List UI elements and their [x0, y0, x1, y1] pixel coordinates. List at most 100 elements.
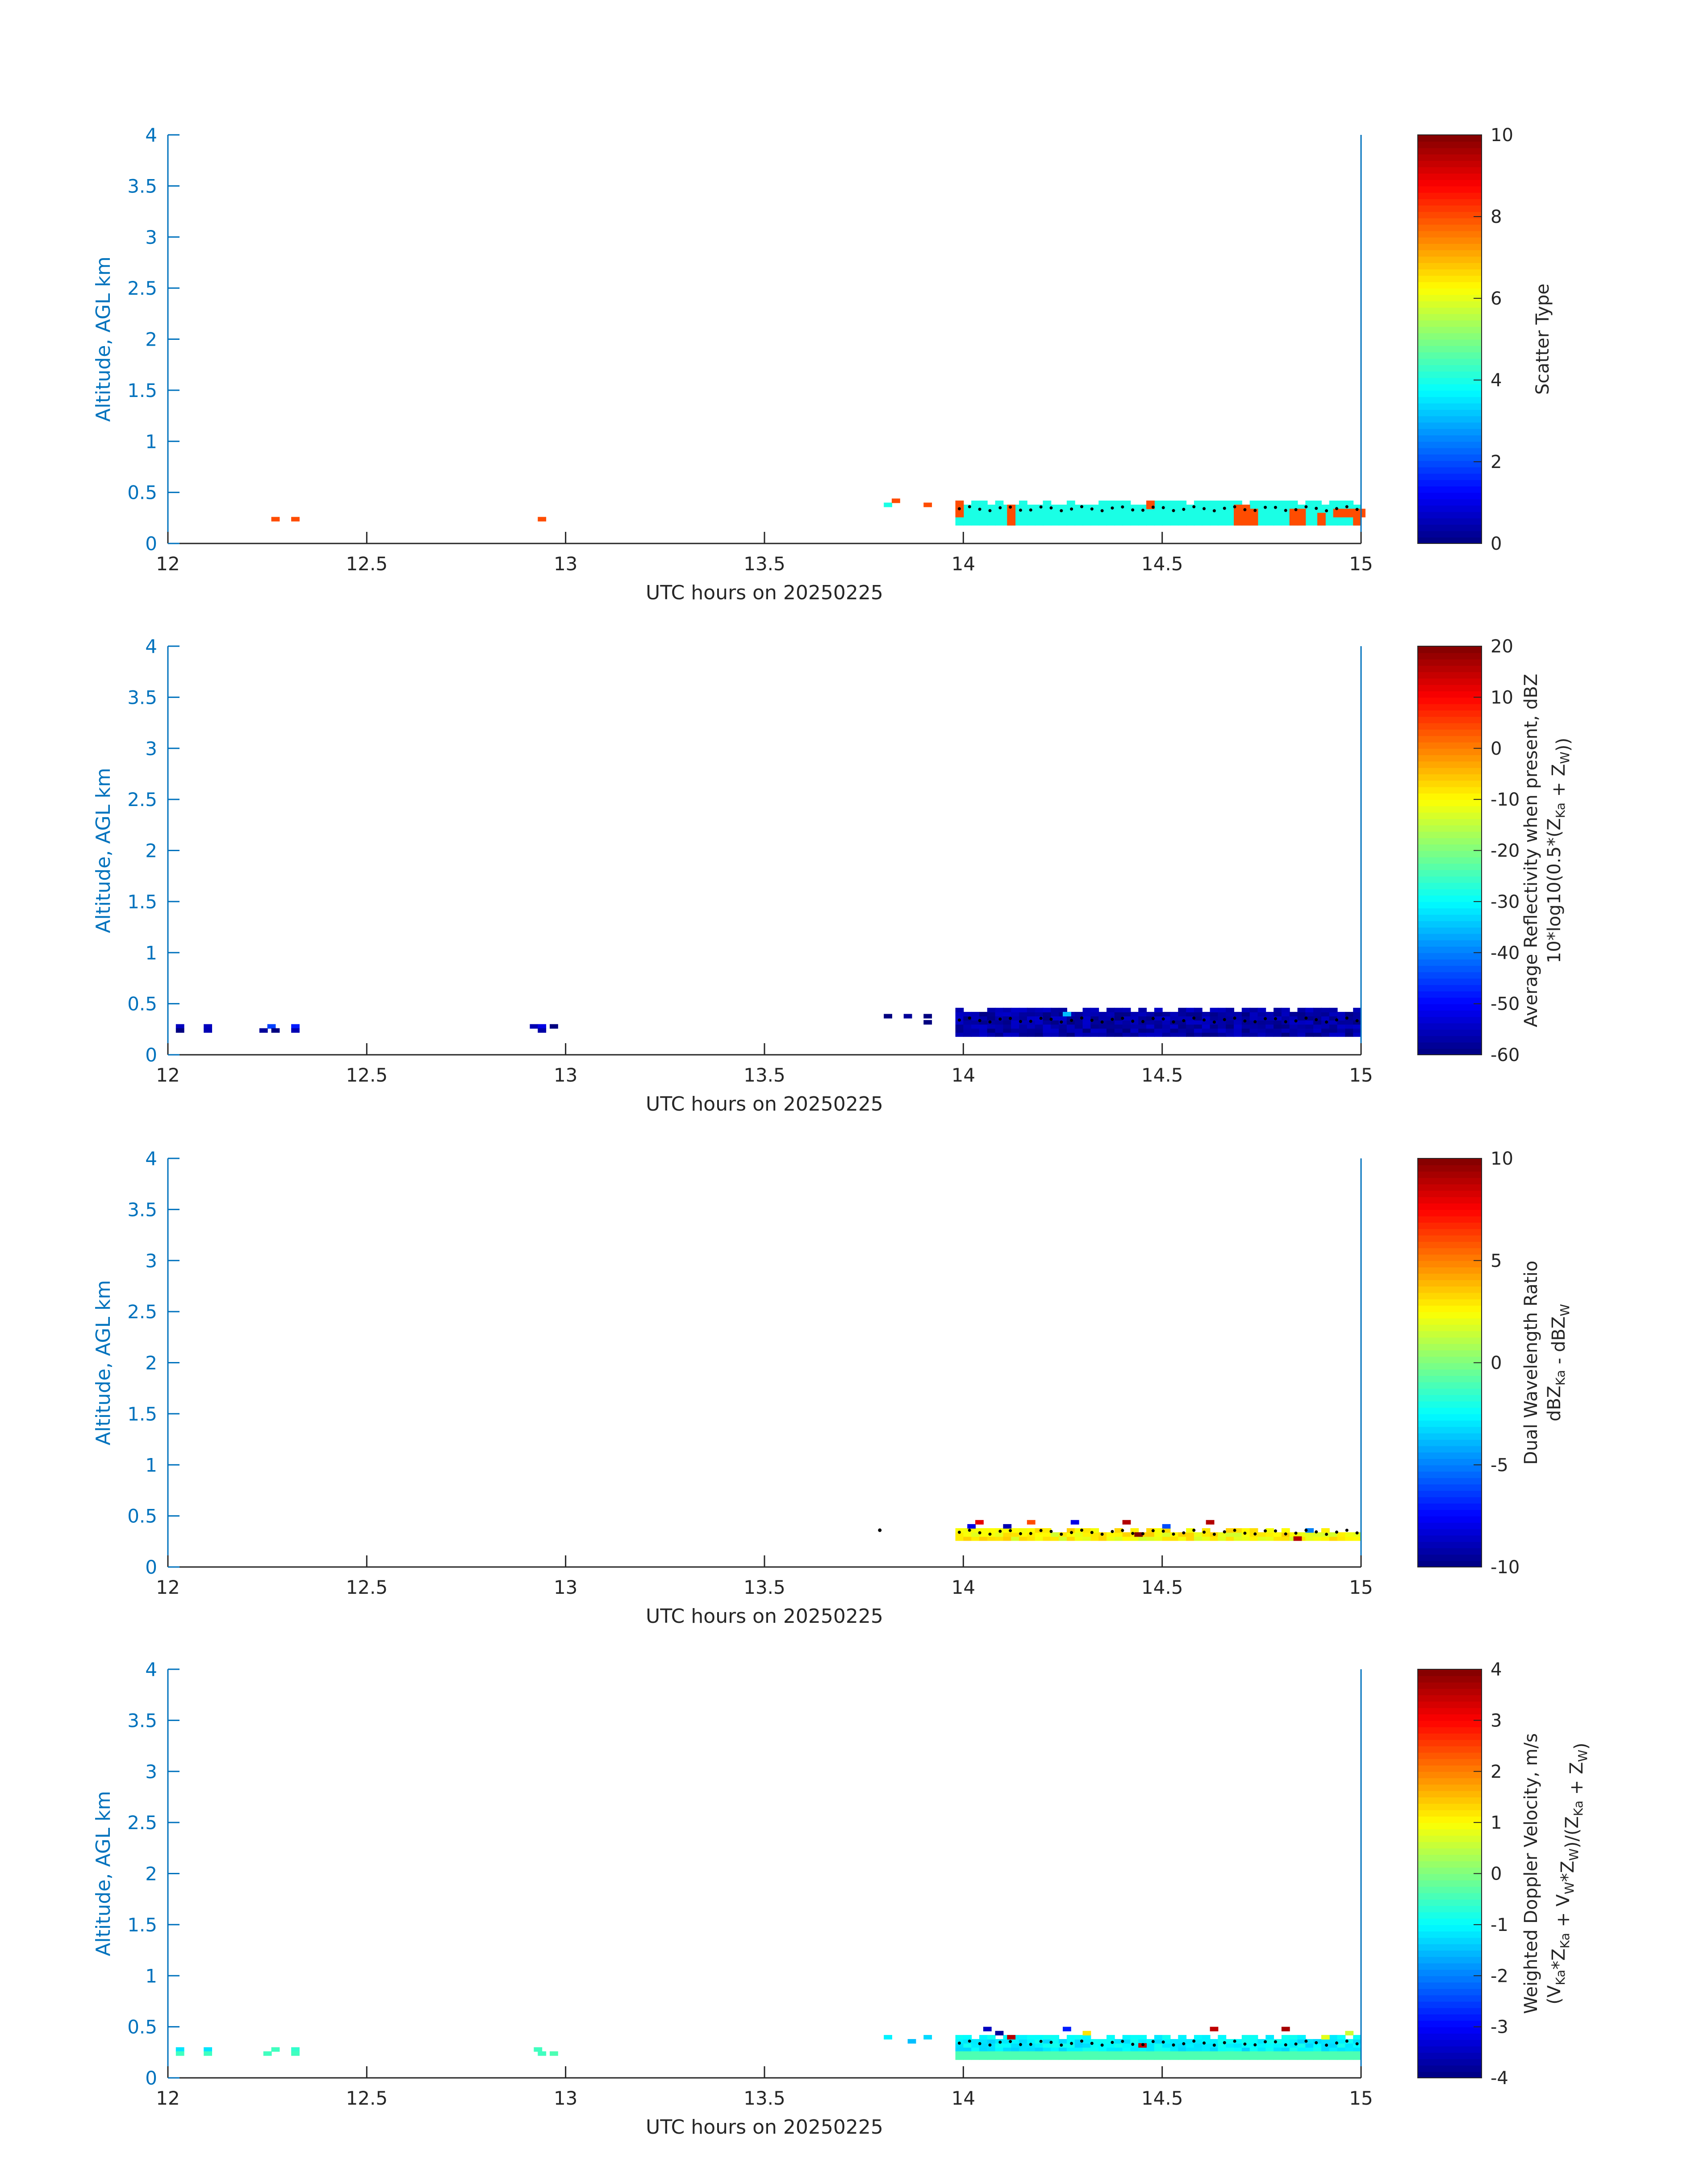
- heat-cell: [1313, 2055, 1322, 2060]
- heat-cell: [1305, 1028, 1314, 1033]
- heat-cell: [1074, 1016, 1083, 1021]
- heat-cell: [1218, 1028, 1227, 1033]
- colorbar-segment: [1418, 397, 1482, 404]
- heat-cell: [1098, 2055, 1107, 2060]
- heat-cell: [1011, 2039, 1020, 2044]
- mean-height-dot: [1223, 2041, 1226, 2044]
- colorbar-segment: [1418, 1848, 1482, 1855]
- heat-cell: [1019, 521, 1027, 526]
- heat-cell: [1106, 2051, 1115, 2056]
- heat-cell: [979, 1032, 988, 1037]
- heat-cell: [1353, 1532, 1361, 1537]
- heat-cell: [1011, 1024, 1020, 1029]
- colorbar-tick-label: -60: [1491, 1045, 1520, 1066]
- colorbar-segment: [1418, 333, 1482, 340]
- mean-height-dot: [1111, 506, 1114, 510]
- heat-cell: [1313, 505, 1322, 510]
- mean-height-dot: [1100, 2043, 1104, 2047]
- heat-cell: [1003, 2039, 1012, 2044]
- heat-cell: [1162, 2039, 1171, 2044]
- heat-cell: [1090, 517, 1099, 522]
- x-tick-label: 14.5: [1141, 1064, 1183, 1086]
- heat-cell: [1019, 1528, 1027, 1533]
- data-layer: [175, 2027, 1361, 2060]
- heat-cell: [963, 1016, 972, 1021]
- heat-cell: [963, 1024, 972, 1029]
- heat-cell: [1106, 1007, 1115, 1012]
- heat-cell: [1274, 2055, 1282, 2060]
- heat-cell: [1337, 500, 1346, 506]
- colorbar-segment: [1418, 1669, 1482, 1676]
- heat-cell: [1027, 1536, 1036, 1541]
- mean-height-dot: [1264, 2040, 1267, 2043]
- heat-cell: [1274, 2039, 1282, 2044]
- heat-cell: [1035, 2035, 1044, 2040]
- heat-cell: [1106, 517, 1115, 522]
- colorbar-segment: [1418, 780, 1482, 787]
- heat-cell: [1226, 517, 1234, 522]
- heat-cell: [1289, 517, 1298, 522]
- heat-cell: [291, 1024, 300, 1029]
- heat-cell: [1122, 1011, 1131, 1017]
- heat-cell: [1178, 2039, 1187, 2044]
- mean-height-dot: [1090, 507, 1094, 511]
- colorbar-segment: [1418, 684, 1482, 692]
- x-tick-label: 13.5: [743, 553, 785, 575]
- heat-cell: [1226, 2043, 1234, 2048]
- colorbar-segment: [1418, 1899, 1482, 1906]
- heat-cell: [1114, 1528, 1123, 1533]
- mean-height-dot: [1029, 1020, 1032, 1023]
- heat-cell: [1090, 1032, 1099, 1037]
- x-tick-label: 12: [156, 2087, 180, 2109]
- colorbar-segment: [1418, 1490, 1482, 1497]
- heat-cell: [1257, 1024, 1266, 1029]
- heat-cell: [1114, 1032, 1123, 1037]
- heat-cell: [1265, 1024, 1274, 1029]
- heat-cell: [1241, 1532, 1250, 1537]
- heat-cell: [1059, 2047, 1067, 2052]
- heat-cell: [971, 2051, 980, 2056]
- heat-cell: [1114, 517, 1123, 522]
- heat-cell: [971, 2039, 980, 2044]
- heat-cell: [1035, 505, 1044, 510]
- heat-cell: [1090, 2043, 1099, 2048]
- heat-cell: [1249, 1016, 1258, 1021]
- colorbar-segment: [1418, 1886, 1482, 1893]
- heat-cell: [1265, 521, 1274, 526]
- mean-height-dot: [1080, 2039, 1083, 2043]
- heat-cell: [1202, 1020, 1211, 1025]
- heat-cell: [1186, 1007, 1194, 1012]
- mean-height-dot: [1039, 1016, 1043, 1020]
- heat-cell: [1027, 1007, 1036, 1012]
- heat-cell: [1210, 505, 1219, 510]
- x-tick-label: 14.5: [1141, 1576, 1183, 1598]
- colorbar-segment: [1418, 1190, 1482, 1197]
- heat-cell: [1130, 521, 1139, 526]
- colorbar-segment: [1418, 665, 1482, 673]
- heat-cell: [955, 2055, 964, 2060]
- heat-cell: [1114, 509, 1123, 514]
- y-axis-label: Altitude, AGL km: [92, 256, 115, 422]
- heat-cell: [1337, 2055, 1346, 2060]
- mean-height-dot: [1192, 2039, 1196, 2043]
- heat-cell: [1043, 2055, 1052, 2060]
- colorbar-segment: [1418, 1707, 1482, 1715]
- colorbar-segment: [1418, 1880, 1482, 1887]
- heat-cell: [1313, 1024, 1322, 1029]
- x-tick-label: 13.5: [743, 1576, 785, 1598]
- mean-height-dot: [1335, 507, 1338, 510]
- heat-cell: [963, 517, 972, 522]
- mean-height-dot: [1111, 1018, 1114, 1021]
- heat-cell: [1241, 1007, 1250, 1012]
- heat-cell: [955, 1011, 964, 1017]
- heat-cell: [1178, 509, 1187, 514]
- heat-cell: [1265, 2043, 1274, 2048]
- heat-cell: [1241, 2035, 1250, 2040]
- heat-cell: [1274, 509, 1282, 514]
- heat-cell: [1082, 1528, 1091, 1533]
- heat-cell: [1281, 1016, 1290, 1021]
- colorbar-segment: [1418, 2027, 1482, 2034]
- heat-cell: [1289, 2051, 1298, 2056]
- heat-cell: [1178, 500, 1187, 506]
- mean-height-dot: [1182, 2042, 1186, 2046]
